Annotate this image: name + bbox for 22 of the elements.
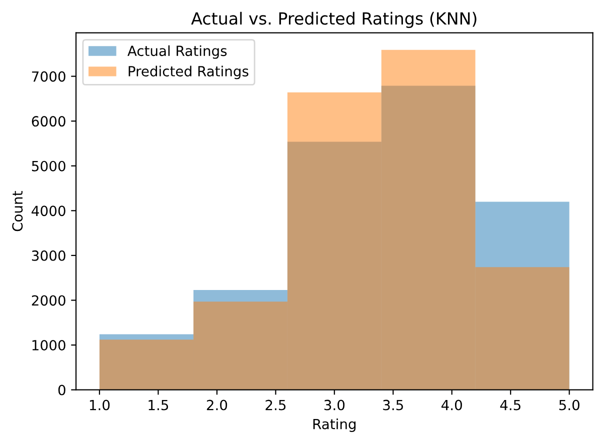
y-tick-label: 7000 [32, 71, 66, 82]
y-tick-label: 0 [58, 384, 66, 396]
y-tick-label: 3000 [32, 250, 66, 261]
y-tick-label: 6000 [32, 116, 66, 127]
x-tick-label: 1.5 [148, 400, 168, 410]
legend-label: Predicted Ratings [128, 66, 248, 80]
y-tick-label: 4000 [32, 206, 66, 216]
x-tick-label: 5.0 [559, 400, 580, 410]
x-tick-label: 4.5 [500, 400, 520, 410]
y-axis-title: Count [12, 191, 23, 232]
x-tick-label: 4.0 [441, 400, 462, 410]
y-tick-label: 2000 [32, 295, 66, 306]
chart-title: Actual vs. Predicted Ratings (KNN) [191, 12, 476, 28]
x-tick-label: 2.0 [206, 400, 228, 410]
x-tick-label: 1.0 [90, 400, 110, 410]
y-tick-label: 1000 [32, 340, 66, 351]
x-tick-label: 3.5 [383, 400, 403, 410]
x-tick-label: 3.0 [324, 400, 345, 410]
x-axis-title: Rating [313, 418, 356, 432]
legend-label: Actual Ratings [127, 45, 227, 59]
x-tick-label: 2.5 [266, 400, 286, 410]
y-tick-label: 5000 [32, 160, 66, 172]
